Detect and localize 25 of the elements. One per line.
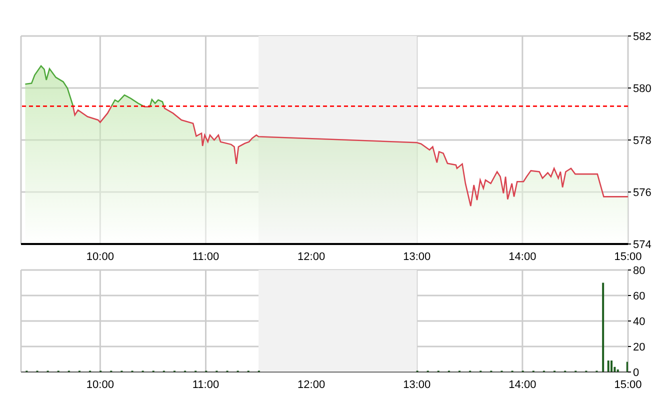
y-tick-label: 0 [633,366,640,379]
x-tick-label: 12:00 [298,250,326,263]
x-tick-label: 10:00 [86,250,114,263]
x-tick-label: 12:00 [298,378,326,391]
y-tick-label: 60 [633,290,646,302]
x-tick-label: 10:00 [86,378,114,391]
y-tick-label: 580 [633,82,652,95]
x-tick-label: 13:00 [403,378,431,391]
y-tick-label: 40 [633,316,646,328]
bar [607,360,610,372]
y-tick-label: 80 [633,264,646,277]
x-tick-label: 11:00 [192,250,220,263]
x-tick-label: 11:00 [192,378,220,391]
bar [610,360,613,372]
y-tick-label: 578 [633,134,652,147]
x-tick-label: 15:00 [614,378,642,391]
x-tick-label: 14:00 [508,378,536,391]
y-tick-label: 582 [633,30,652,43]
y-tick-label: 576 [633,186,652,199]
x-tick-label: 15:00 [614,250,642,263]
y-tick-label: 574 [633,238,652,251]
x-tick-label: 13:00 [403,250,431,263]
bar [602,282,604,372]
x-tick-label: 14:00 [508,250,536,263]
y-tick-label: 20 [633,341,646,354]
